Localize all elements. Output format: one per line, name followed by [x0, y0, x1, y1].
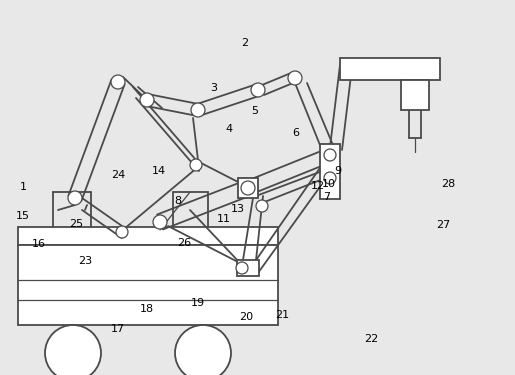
- Bar: [340, 58, 440, 80]
- Text: 18: 18: [140, 304, 154, 314]
- Circle shape: [191, 103, 205, 117]
- Text: 7: 7: [323, 192, 331, 202]
- Text: 19: 19: [191, 298, 205, 308]
- Text: 22: 22: [364, 334, 378, 344]
- Text: 26: 26: [177, 238, 192, 248]
- Text: 15: 15: [16, 211, 30, 220]
- Text: 24: 24: [111, 171, 126, 180]
- Text: 25: 25: [69, 219, 83, 229]
- Bar: [320, 144, 340, 199]
- Text: 1: 1: [20, 183, 27, 192]
- Circle shape: [111, 75, 125, 89]
- Text: 21: 21: [275, 310, 289, 320]
- Text: 11: 11: [217, 214, 231, 224]
- Text: 16: 16: [31, 239, 46, 249]
- Circle shape: [324, 149, 336, 161]
- Circle shape: [256, 200, 268, 212]
- Circle shape: [288, 71, 302, 85]
- Bar: [401, 80, 429, 110]
- Text: 3: 3: [210, 83, 217, 93]
- Text: 12: 12: [311, 181, 325, 190]
- Bar: [238, 178, 258, 198]
- Text: 20: 20: [239, 312, 253, 322]
- Bar: [18, 245, 278, 325]
- Circle shape: [153, 215, 167, 229]
- Bar: [237, 260, 259, 276]
- Text: 13: 13: [231, 204, 245, 214]
- Circle shape: [68, 191, 82, 205]
- Circle shape: [190, 159, 202, 171]
- Circle shape: [324, 172, 336, 184]
- Text: 27: 27: [436, 220, 450, 230]
- Text: 14: 14: [151, 166, 166, 176]
- Text: 28: 28: [441, 179, 455, 189]
- Text: 10: 10: [321, 179, 336, 189]
- Circle shape: [116, 226, 128, 238]
- Text: 5: 5: [251, 106, 259, 116]
- Circle shape: [175, 325, 231, 375]
- Circle shape: [140, 93, 154, 107]
- Bar: [18, 227, 278, 245]
- Text: 17: 17: [110, 324, 125, 334]
- Text: 23: 23: [78, 256, 92, 266]
- Circle shape: [251, 83, 265, 97]
- Text: 6: 6: [293, 128, 300, 138]
- Text: 4: 4: [226, 124, 233, 134]
- Text: 8: 8: [174, 196, 181, 206]
- Circle shape: [236, 262, 248, 274]
- Circle shape: [241, 181, 255, 195]
- Text: 9: 9: [334, 166, 341, 176]
- Circle shape: [45, 325, 101, 375]
- Text: 2: 2: [241, 38, 248, 48]
